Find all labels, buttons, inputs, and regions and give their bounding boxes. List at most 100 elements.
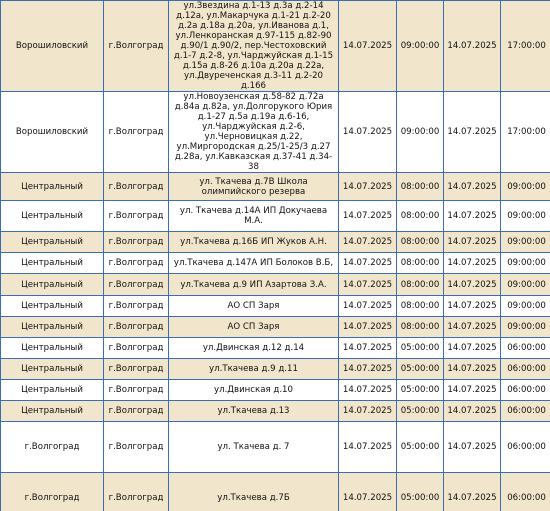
district-cell: Центральный: [0, 379, 104, 401]
table-row: Центральный г.Волгоград ул. Ткачева д.14А …: [0, 200, 550, 232]
table-row: Центральный г.Волгоград ул. Ткачева д.7В Ш…: [0, 172, 550, 201]
end-time-cell: 17:00:00: [500, 91, 550, 173]
table-row: Центральный г.Волгоград ул.Ткачева д.9 д.1…: [0, 358, 550, 380]
city-cell: г.Волгоград: [103, 400, 169, 422]
city-cell: г.Волгоград: [103, 252, 169, 274]
end-time-cell: 17:00:00: [500, 0, 550, 92]
table-row: Центральный г.Волгоград ул.Ткачева д.9 ИП …: [0, 273, 550, 296]
table-row: Центральный г.Волгоград ул.Ткачева д.147А …: [0, 252, 550, 274]
address-cell: ул.Двинская д.12 д.14: [168, 337, 339, 359]
table-row: Ворошиловский г.Волгоград ул.Новоузенская …: [0, 91, 550, 173]
start-time-cell: 08:00:00: [396, 295, 444, 317]
start-date-cell: 14.07.2025: [338, 421, 397, 473]
start-date-cell: 14.07.2025: [338, 252, 397, 274]
city-cell: г.Волгоград: [103, 421, 169, 473]
start-date-cell: 14.07.2025: [338, 0, 397, 92]
city-cell: г.Волгоград: [103, 200, 169, 232]
table-row: Центральный г.Волгоград АО СП Заря 14.07.20…: [0, 316, 550, 338]
start-date-cell: 14.07.2025: [338, 472, 397, 511]
district-cell: Центральный: [0, 200, 104, 232]
start-time-cell: 09:00:00: [396, 91, 444, 173]
end-date-cell: 14.07.2025: [443, 252, 501, 274]
start-date-cell: 14.07.2025: [338, 379, 397, 401]
start-time-cell: 05:00:00: [396, 379, 444, 401]
start-date-cell: 14.07.2025: [338, 337, 397, 359]
address-cell: АО СП Заря: [168, 316, 339, 338]
start-time-cell: 08:00:00: [396, 316, 444, 338]
end-time-cell: 06:00:00: [500, 337, 550, 359]
start-time-cell: 05:00:00: [396, 337, 444, 359]
table-row: г.Волгоград г.Волгоград ул. Ткачева д. 7 14…: [0, 421, 550, 473]
district-cell: Центральный: [0, 316, 104, 338]
table-row: г.Волгоград г.Волгоград ул.Ткачева д.7Б 14.…: [0, 472, 550, 511]
city-cell: г.Волгоград: [103, 231, 169, 253]
address-cell: ул. Ткачева д. 7: [168, 421, 339, 473]
start-date-cell: 14.07.2025: [338, 295, 397, 317]
district-cell: Ворошиловский: [0, 91, 104, 173]
end-time-cell: 09:00:00: [500, 316, 550, 338]
end-date-cell: 14.07.2025: [443, 358, 501, 380]
city-cell: г.Волгоград: [103, 172, 169, 201]
district-cell: Центральный: [0, 231, 104, 253]
end-date-cell: 14.07.2025: [443, 379, 501, 401]
start-time-cell: 09:00:00: [396, 0, 444, 92]
start-date-cell: 14.07.2025: [338, 358, 397, 380]
start-time-cell: 05:00:00: [396, 472, 444, 511]
end-date-cell: 14.07.2025: [443, 231, 501, 253]
district-cell: Центральный: [0, 273, 104, 296]
address-cell: ул.Ткачева д.16Б ИП Жуков А.Н.: [168, 231, 339, 253]
start-date-cell: 14.07.2025: [338, 172, 397, 201]
start-time-cell: 08:00:00: [396, 172, 444, 201]
district-cell: Центральный: [0, 358, 104, 380]
end-date-cell: 14.07.2025: [443, 472, 501, 511]
end-date-cell: 14.07.2025: [443, 172, 501, 201]
table-row: Центральный г.Волгоград АО СП Заря 14.07.20…: [0, 295, 550, 317]
address-cell: ул.Ткачева д.13: [168, 400, 339, 422]
start-date-cell: 14.07.2025: [338, 316, 397, 338]
end-time-cell: 09:00:00: [500, 295, 550, 317]
district-cell: Центральный: [0, 337, 104, 359]
city-cell: г.Волгоград: [103, 91, 169, 173]
address-cell: ул.Новоузенская д.58-82 д.72а д.84а д.82…: [168, 91, 339, 173]
start-time-cell: 05:00:00: [396, 358, 444, 380]
city-cell: г.Волгоград: [103, 0, 169, 92]
address-cell: ул. Ткачева д.7В Школа олимпийского резе…: [168, 172, 339, 201]
district-cell: Центральный: [0, 295, 104, 317]
end-date-cell: 14.07.2025: [443, 337, 501, 359]
address-cell: ул.Звездина д.1-13 д.3а д.2-14 д.12а, ул…: [168, 0, 339, 92]
start-time-cell: 05:00:00: [396, 400, 444, 422]
end-time-cell: 06:00:00: [500, 379, 550, 401]
end-date-cell: 14.07.2025: [443, 295, 501, 317]
city-cell: г.Волгоград: [103, 273, 169, 296]
city-cell: г.Волгоград: [103, 472, 169, 511]
end-time-cell: 09:00:00: [500, 273, 550, 296]
end-date-cell: 14.07.2025: [443, 400, 501, 422]
start-date-cell: 14.07.2025: [338, 273, 397, 296]
end-date-cell: 14.07.2025: [443, 0, 501, 92]
end-date-cell: 14.07.2025: [443, 91, 501, 173]
address-cell: ул.Двинская д.10: [168, 379, 339, 401]
start-time-cell: 08:00:00: [396, 252, 444, 274]
end-time-cell: 09:00:00: [500, 172, 550, 201]
city-cell: г.Волгоград: [103, 337, 169, 359]
start-time-cell: 08:00:00: [396, 200, 444, 232]
start-time-cell: 05:00:00: [396, 421, 444, 473]
district-cell: Центральный: [0, 252, 104, 274]
end-time-cell: 06:00:00: [500, 472, 550, 511]
end-date-cell: 14.07.2025: [443, 316, 501, 338]
start-date-cell: 14.07.2025: [338, 231, 397, 253]
address-cell: АО СП Заря: [168, 295, 339, 317]
address-cell: ул.Ткачева д.9 ИП Азартова З.А.: [168, 273, 339, 296]
district-cell: Центральный: [0, 400, 104, 422]
district-cell: г.Волгоград: [0, 472, 104, 511]
district-cell: Центральный: [0, 172, 104, 201]
end-time-cell: 09:00:00: [500, 231, 550, 253]
start-date-cell: 14.07.2025: [338, 400, 397, 422]
table-row: Центральный г.Волгоград ул.Ткачева д.13 14.…: [0, 400, 550, 422]
end-time-cell: 06:00:00: [500, 358, 550, 380]
city-cell: г.Волгоград: [103, 316, 169, 338]
table-row: Ворошиловский г.Волгоград ул.Звездина д.1-…: [0, 0, 550, 92]
end-date-cell: 14.07.2025: [443, 421, 501, 473]
start-time-cell: 08:00:00: [396, 273, 444, 296]
